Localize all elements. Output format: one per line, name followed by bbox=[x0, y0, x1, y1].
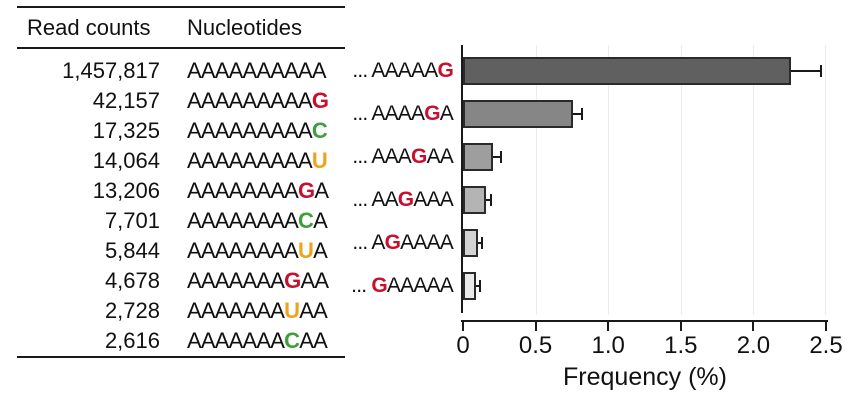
sequence-label: ... AAGAAA bbox=[352, 188, 453, 211]
error-bar-whisker bbox=[486, 199, 490, 201]
nucleotide-sequence: AAAAAAAAAC bbox=[187, 118, 328, 143]
nucleotide-sequence: AAAAAAAAAA bbox=[187, 58, 327, 83]
x-axis-tick-label: 0.5 bbox=[518, 332, 553, 359]
gridline bbox=[608, 45, 610, 315]
sequence-label: ... GAAAAA bbox=[351, 274, 454, 297]
x-axis-line bbox=[461, 320, 828, 322]
x-axis-tick bbox=[462, 322, 464, 331]
x-axis-tick bbox=[679, 322, 682, 331]
sequence-label: ... AAAGAA bbox=[352, 145, 453, 168]
read-count-value: 2,616 bbox=[104, 328, 160, 353]
x-axis-title: Frequency (%) bbox=[563, 363, 727, 391]
table-row: 7,701 AAAAAAAACA bbox=[0, 206, 345, 236]
table-row: 5,844 AAAAAAAAUA bbox=[0, 236, 345, 266]
read-count-value: 7,701 bbox=[104, 208, 160, 233]
read-counts-header: Read counts bbox=[27, 15, 151, 40]
x-axis-tick bbox=[534, 322, 537, 331]
nucleotide-sequence: AAAAAAAAGA bbox=[187, 178, 329, 203]
sequence-label: ... AGAAAA bbox=[352, 231, 453, 254]
table-row: 4,678 AAAAAAAGAA bbox=[0, 266, 345, 296]
x-axis-tick-label: 1.0 bbox=[591, 332, 625, 359]
table-rule-top bbox=[17, 6, 345, 8]
table-row: 17,325 AAAAAAAAAC bbox=[0, 116, 345, 146]
read-count-value: 13,206 bbox=[92, 178, 160, 203]
read-count-value: 42,157 bbox=[92, 88, 160, 113]
error-bar-whisker bbox=[477, 242, 481, 244]
gridline bbox=[680, 45, 682, 315]
error-bar-cap bbox=[480, 237, 483, 249]
x-axis-tick bbox=[825, 322, 827, 331]
nucleotide-sequence: AAAAAAAAAG bbox=[187, 88, 329, 113]
table-rule-header bbox=[17, 47, 345, 49]
table-row: 13,206 AAAAAAAAGA bbox=[0, 176, 345, 206]
error-bar-whisker bbox=[476, 285, 479, 287]
plot-area bbox=[463, 45, 826, 315]
x-axis-tick-label: 1.5 bbox=[664, 332, 698, 359]
read-count-value: 14,064 bbox=[92, 148, 160, 173]
read-count-value: 17,325 bbox=[92, 118, 160, 143]
nucleotide-sequence: AAAAAAAACA bbox=[187, 208, 328, 233]
nucleotide-sequence: AAAAAAACAA bbox=[187, 328, 328, 353]
error-bar-cap bbox=[581, 108, 584, 120]
x-axis-tick bbox=[752, 322, 755, 331]
read-count-value: 4,678 bbox=[104, 268, 160, 293]
frequency-bar bbox=[463, 272, 477, 300]
nucleotide-sequence: AAAAAAAAUA bbox=[187, 238, 328, 263]
error-bar-whisker bbox=[791, 70, 821, 72]
read-count-value: 1,457,817 bbox=[62, 58, 160, 83]
y-axis-line bbox=[461, 45, 463, 313]
error-bar-cap bbox=[489, 194, 492, 206]
error-bar-whisker bbox=[493, 156, 501, 158]
frequency-bar bbox=[463, 143, 494, 171]
table-row: 1,457,817 AAAAAAAAAA bbox=[0, 56, 345, 86]
x-axis-tick-label: 0 bbox=[456, 332, 470, 359]
nucleotide-sequence: AAAAAAAAAU bbox=[187, 148, 328, 173]
nucleotide-sequence: AAAAAAAGAA bbox=[187, 268, 329, 293]
frequency-bar bbox=[463, 186, 487, 214]
frequency-bar bbox=[463, 57, 792, 85]
table-row: 2,616 AAAAAAACAA bbox=[0, 326, 345, 356]
sequence-label: ... AAAAGA bbox=[352, 102, 453, 125]
error-bar-cap bbox=[500, 151, 503, 163]
sequence-label: ... AAAAAG bbox=[352, 59, 453, 82]
nucleotide-sequence: AAAAAAAUAA bbox=[187, 298, 328, 323]
gridline bbox=[825, 45, 826, 315]
x-axis-tick-label: 2.0 bbox=[736, 332, 771, 359]
x-axis-tick bbox=[607, 322, 610, 331]
table-row: 2,728 AAAAAAAUAA bbox=[0, 296, 345, 326]
gridline bbox=[535, 45, 537, 315]
table-row: 14,064 AAAAAAAAAU bbox=[0, 146, 345, 176]
read-count-value: 5,844 bbox=[104, 238, 160, 263]
nucleotides-header: Nucleotides bbox=[187, 15, 302, 40]
error-bar-whisker bbox=[573, 113, 582, 115]
error-bar-cap bbox=[478, 280, 481, 292]
read-count-value: 2,728 bbox=[104, 298, 160, 323]
gridline bbox=[753, 45, 755, 315]
frequency-bar bbox=[463, 229, 478, 257]
error-bar-cap bbox=[820, 65, 823, 77]
x-axis-tick-label: 2.5 bbox=[809, 332, 843, 359]
frequency-bar bbox=[463, 100, 574, 128]
table-row: 42,157 AAAAAAAAAG bbox=[0, 86, 345, 116]
table-rule-bottom bbox=[17, 356, 345, 358]
